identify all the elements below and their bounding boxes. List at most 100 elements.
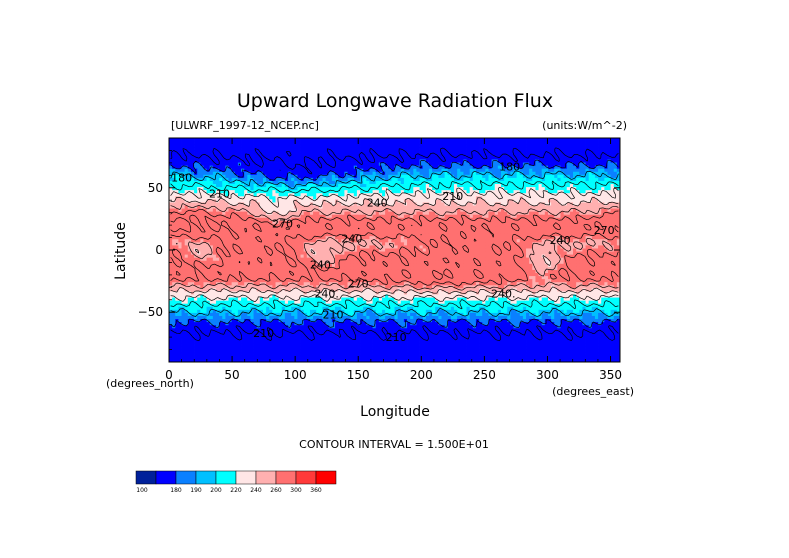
field-cell xyxy=(175,217,179,222)
field-cell xyxy=(266,196,270,200)
field-cell xyxy=(187,150,192,154)
field-cell xyxy=(291,141,295,145)
field-cell xyxy=(557,165,561,170)
field-cell xyxy=(613,214,618,219)
field-cell xyxy=(269,159,273,163)
field-cell xyxy=(582,217,586,222)
field-cell xyxy=(200,184,204,188)
plot-field xyxy=(169,138,621,363)
field-cell xyxy=(410,138,414,142)
field-cell xyxy=(375,202,380,206)
field-cell xyxy=(397,174,402,179)
field-cell xyxy=(313,147,317,151)
field-cell xyxy=(281,202,286,206)
field-cell xyxy=(441,171,446,176)
field-cell xyxy=(294,208,298,213)
field-cell xyxy=(297,205,301,209)
field-cell xyxy=(169,171,173,176)
field-cell xyxy=(341,159,345,163)
field-cell xyxy=(369,193,373,197)
field-cell xyxy=(234,233,239,237)
field-cell xyxy=(488,211,492,216)
field-cell xyxy=(237,138,242,142)
field-cell xyxy=(262,239,267,243)
field-cell xyxy=(482,236,486,240)
field-cell xyxy=(419,193,424,197)
field-cell xyxy=(228,199,233,203)
field-cell xyxy=(457,239,461,243)
field-cell xyxy=(469,144,474,148)
field-cell xyxy=(560,174,565,179)
field-cell xyxy=(529,208,533,213)
field-cell xyxy=(334,153,339,157)
field-cell xyxy=(488,239,492,243)
field-cell xyxy=(322,205,326,209)
field-cell xyxy=(347,190,352,194)
field-cell xyxy=(253,168,258,173)
field-cell xyxy=(601,168,605,173)
field-cell xyxy=(275,193,280,197)
field-cell xyxy=(222,153,226,157)
field-cell xyxy=(403,211,408,216)
field-cell xyxy=(381,202,386,206)
field-cell xyxy=(400,208,405,213)
field-cell xyxy=(350,168,355,173)
field-cell xyxy=(209,223,214,228)
field-cell xyxy=(375,214,380,219)
field-cell xyxy=(363,180,367,185)
field-cell xyxy=(613,205,618,209)
field-cell xyxy=(338,230,342,234)
field-cell xyxy=(328,193,333,197)
field-cell xyxy=(266,162,270,167)
field-cell xyxy=(172,153,176,157)
field-cell xyxy=(281,214,286,219)
field-cell xyxy=(297,141,301,145)
field-cell xyxy=(215,153,220,157)
field-cell xyxy=(463,230,467,234)
field-cell xyxy=(172,159,176,163)
field-cell xyxy=(313,193,317,197)
field-cell xyxy=(262,196,267,200)
field-cell xyxy=(313,223,317,228)
field-cell xyxy=(316,202,320,206)
field-cell xyxy=(341,177,345,182)
field-cell xyxy=(513,144,518,148)
field-cell xyxy=(516,162,521,167)
field-cell xyxy=(403,193,408,197)
field-cell xyxy=(507,220,511,225)
field-cell xyxy=(378,211,383,216)
field-cell xyxy=(169,226,173,231)
field-cell xyxy=(463,233,467,237)
field-cell xyxy=(522,150,527,154)
field-cell xyxy=(463,202,467,206)
field-cell xyxy=(610,226,615,231)
field-cell xyxy=(281,141,286,145)
field-cell xyxy=(394,190,399,194)
field-cell xyxy=(460,208,464,213)
field-cell xyxy=(250,165,254,170)
field-cell xyxy=(344,162,348,167)
field-cell xyxy=(610,153,615,157)
field-cell xyxy=(313,174,317,179)
field-cell xyxy=(416,193,420,197)
field-cell xyxy=(569,144,574,148)
field-cell xyxy=(522,220,527,225)
field-cell xyxy=(391,144,395,148)
field-cell xyxy=(472,199,477,203)
field-cell xyxy=(219,150,223,154)
field-cell xyxy=(272,226,276,231)
field-cell xyxy=(294,214,298,219)
field-cell xyxy=(172,214,176,219)
field-cell xyxy=(256,242,261,246)
field-cell xyxy=(569,190,574,194)
field-cell xyxy=(510,211,514,216)
field-cell xyxy=(247,242,251,246)
field-cell xyxy=(551,141,555,145)
field-cell xyxy=(541,205,546,209)
field-cell xyxy=(222,159,226,163)
field-cell xyxy=(259,202,264,206)
field-cell xyxy=(529,239,533,243)
field-cell xyxy=(206,208,211,213)
field-cell xyxy=(228,217,233,222)
field-cell xyxy=(203,180,207,185)
